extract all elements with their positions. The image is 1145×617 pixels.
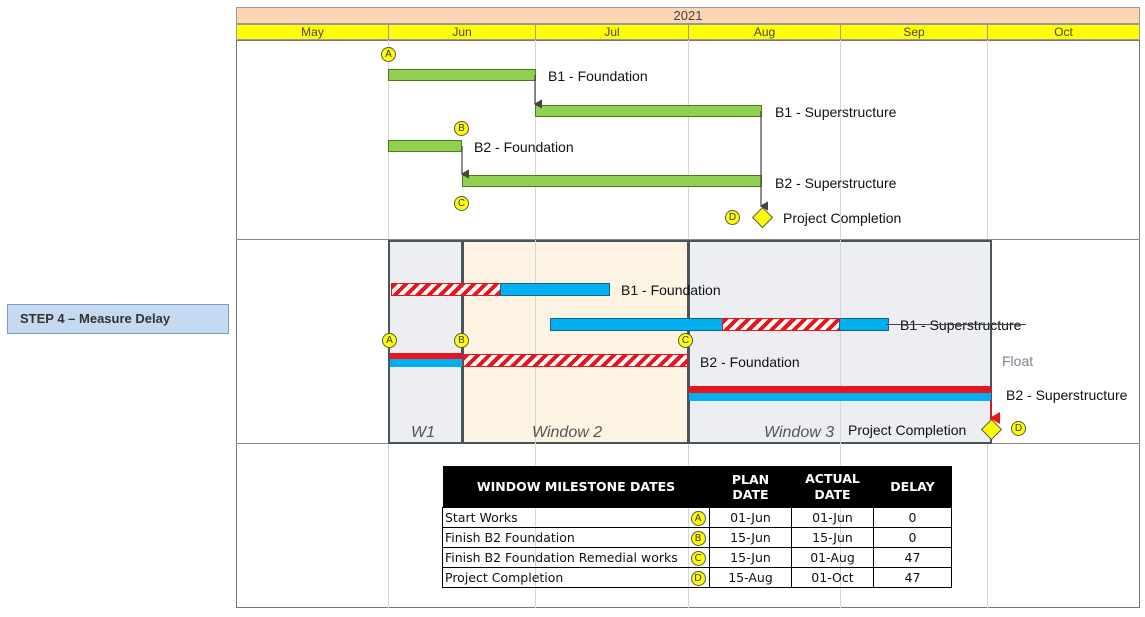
actual-delay-b2-foundation-remedial [463, 354, 688, 367]
actual-bar-b2-foundation [390, 359, 462, 367]
marker-c-actual: C [678, 333, 693, 348]
table-row: Finish B2 Foundation Remedial works C 15… [442, 547, 952, 568]
milestone-table: WINDOW MILESTONE DATES PLAN DATE ACTUAL … [442, 466, 952, 588]
col-header-plan-date: PLAN DATE [709, 466, 792, 508]
actual-label-b2-superstructure: B2 - Superstructure [1006, 387, 1128, 403]
marker-c-planned: C [454, 196, 469, 211]
row-delay: 0 [873, 527, 952, 548]
month-jul: Jul [535, 24, 689, 40]
marker-a-planned: A [381, 47, 396, 62]
row-delay: 47 [873, 567, 952, 588]
row-actual: 01-Aug [791, 547, 874, 568]
month-oct: Oct [987, 24, 1140, 40]
float-label: Float [1002, 353, 1034, 369]
row-marker: B [687, 527, 710, 548]
actual-bar-b2-superstructure [689, 393, 991, 401]
row-actual: 01-Oct [791, 567, 874, 588]
window-label-3: Window 3 [764, 424, 835, 441]
actual-bar-b1-foundation [500, 283, 610, 296]
marker-d-actual: D [1011, 421, 1026, 436]
actual-delay-b2-foundation-w1 [390, 353, 462, 359]
row-delay: 47 [873, 547, 952, 568]
table-row: Finish B2 Foundation B 15-Jun 15-Jun 0 [442, 527, 952, 548]
row-desc: Finish B2 Foundation Remedial works [442, 547, 687, 568]
row-desc: Finish B2 Foundation [442, 527, 687, 548]
section-divider-1 [236, 239, 1140, 240]
row-plan: 15-Jun [709, 527, 792, 548]
marker-b-planned: B [454, 121, 469, 136]
col-header-actual-line1: ACTUAL [805, 470, 860, 486]
window-w1-bg [388, 240, 462, 444]
planned-label-project-completion: Project Completion [783, 210, 902, 226]
marker-d-planned: D [725, 210, 740, 225]
marker-a-table: A [690, 511, 706, 526]
col-header-actual-date: ACTUAL DATE [791, 466, 874, 508]
window-label-2: Window 2 [532, 424, 603, 441]
actual-delay-b2-superstructure [689, 386, 991, 393]
row-plan: 15-Aug [709, 567, 792, 588]
window-label-w1: W1 [411, 424, 435, 441]
col-header-milestones: WINDOW MILESTONE DATES [442, 466, 710, 508]
row-actual: 01-Jun [791, 507, 874, 528]
grid-line-sep-window [840, 240, 841, 444]
table-row: Project Completion D 15-Aug 01-Oct 47 [442, 567, 952, 588]
marker-b-table: B [690, 531, 706, 546]
month-aug: Aug [688, 24, 841, 40]
grid-line-jul-window [535, 240, 536, 444]
actual-label-b2-foundation: B2 - Foundation [700, 354, 800, 370]
row-marker: D [687, 567, 710, 588]
actual-label-b1-foundation: B1 - Foundation [621, 282, 721, 298]
month-sep: Sep [840, 24, 988, 40]
planned-label-b1-foundation: B1 - Foundation [548, 68, 648, 84]
actual-label-b1-superstructure: B1 - Superstructure [900, 317, 1022, 333]
actual-label-project-completion: Project Completion [848, 422, 967, 438]
row-plan: 01-Jun [709, 507, 792, 528]
year-header: 2021 [236, 7, 1140, 24]
window-2-bg [462, 240, 688, 444]
table-header-row: WINDOW MILESTONE DATES PLAN DATE ACTUAL … [442, 466, 952, 508]
marker-c-table: C [690, 551, 706, 566]
row-marker: C [687, 547, 710, 568]
row-desc: Start Works [442, 507, 687, 528]
row-desc: Project Completion [442, 567, 687, 588]
marker-a-actual: A [382, 333, 397, 348]
row-plan: 15-Jun [709, 547, 792, 568]
marker-b-actual: B [454, 333, 469, 348]
planned-label-b1-superstructure: B1 - Superstructure [775, 104, 897, 120]
table-row: Start Works A 01-Jun 01-Jun 0 [442, 507, 952, 528]
col-header-delay: DELAY [873, 466, 952, 508]
marker-d-table: D [690, 571, 706, 586]
planned-label-b2-foundation: B2 - Foundation [474, 139, 574, 155]
planned-label-b2-superstructure: B2 - Superstructure [775, 175, 897, 191]
col-header-actual-line2: DATE [814, 486, 851, 502]
row-delay: 0 [873, 507, 952, 528]
step-label: STEP 4 – Measure Delay [7, 304, 229, 334]
row-actual: 15-Jun [791, 527, 874, 548]
row-marker: A [687, 507, 710, 528]
month-may: May [236, 24, 389, 40]
float-strike-line [886, 324, 1026, 325]
